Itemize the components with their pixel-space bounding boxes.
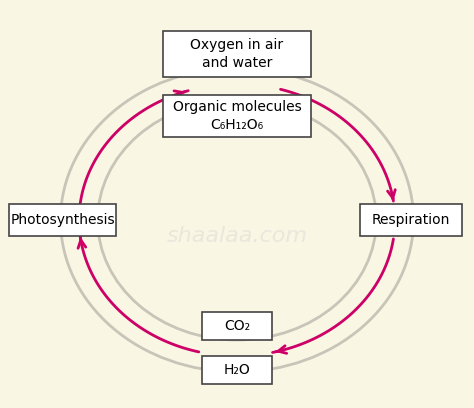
FancyBboxPatch shape <box>202 312 272 340</box>
Text: H₂O: H₂O <box>224 363 250 377</box>
Text: Respiration: Respiration <box>372 213 450 227</box>
FancyBboxPatch shape <box>9 204 116 236</box>
FancyBboxPatch shape <box>163 95 311 137</box>
Text: Organic molecules
C₆H₁₂O₆: Organic molecules C₆H₁₂O₆ <box>173 100 301 132</box>
Text: CO₂: CO₂ <box>224 319 250 333</box>
FancyBboxPatch shape <box>360 204 462 236</box>
FancyBboxPatch shape <box>202 355 272 384</box>
Text: Oxygen in air
and water: Oxygen in air and water <box>191 38 283 70</box>
Text: Photosynthesis: Photosynthesis <box>10 213 115 227</box>
FancyBboxPatch shape <box>163 31 311 77</box>
Text: shaalaa.com: shaalaa.com <box>166 226 308 246</box>
